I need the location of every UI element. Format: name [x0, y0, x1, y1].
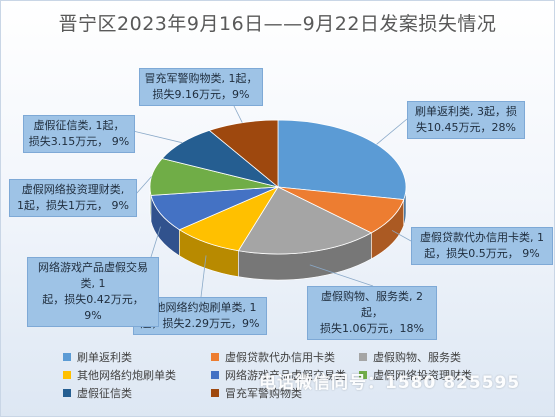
legend-item-junjing: 冒充军警购物类 — [211, 385, 302, 401]
callout-gouwu-line1: 虚假购物、服务类, 2起， — [321, 290, 423, 319]
callout-yuepao-line1: 其他网络约炮刷单类, 1 — [143, 301, 257, 314]
legend-swatch-gouwu — [359, 353, 367, 361]
legend-label-youxi: 网络游戏产品虚假交易类 — [225, 369, 346, 382]
callout-zhengxin-line1: 虚假征信类, 1起， — [33, 119, 125, 132]
legend-label-shuadan: 刷单返利类 — [77, 351, 132, 364]
legend-item-touzi: 虚假网络投资理财类 — [359, 367, 472, 383]
callout-daikuan: 虚假贷款代办信用卡类, 1 起，损失0.5万元， 9% — [411, 227, 553, 265]
leader-line-youxi — [150, 226, 161, 258]
callout-daikuan-line1: 虚假贷款代办信用卡类, 1 — [420, 231, 544, 244]
chart-title: 晋宁区2023年9月16日——9月22日发案损失情况 — [58, 13, 497, 35]
legend-item-daikuan: 虚假贷款代办信用卡类 — [211, 349, 335, 365]
callout-daikuan-line2: 起，损失0.5万元， 9% — [424, 247, 540, 260]
legend-item-gouwu: 虚假购物、服务类 — [359, 349, 461, 365]
legend-label-junjing: 冒充军警购物类 — [225, 387, 302, 400]
legend-label-yuepao: 其他网络约炮刷单类 — [77, 369, 176, 382]
legend-swatch-daikuan — [211, 353, 219, 361]
callout-leaders — [132, 103, 412, 298]
pie-3d — [149, 119, 407, 281]
legend-swatch-touzi — [359, 371, 367, 379]
legend-swatch-zhengxin — [63, 389, 71, 397]
legend-label-zhengxin: 虚假征信类 — [77, 387, 132, 400]
callout-touzi-line2: 1起，损失1万元， 9% — [17, 199, 129, 212]
legend-item-yuepao: 其他网络约炮刷单类 — [63, 367, 176, 383]
legend-label-gouwu: 虚假购物、服务类 — [373, 351, 461, 364]
leader-line-junjing — [232, 103, 243, 123]
legend-label-touzi: 虚假网络投资理财类 — [373, 369, 472, 382]
callout-yuepao-line2: 起，损失2.29万元，9% — [140, 317, 260, 330]
callout-junjing-line2: 损失9.16万元，9% — [152, 88, 250, 101]
legend-swatch-youxi — [211, 371, 219, 379]
callout-shuadan: 刷单返利类, 3起，损 失10.45万元，28% — [407, 101, 525, 139]
leader-line-yuepao — [200, 255, 207, 298]
legend-item-zhengxin: 虚假征信类 — [63, 385, 132, 401]
callout-shuadan-line2: 失10.45万元，28% — [416, 121, 516, 134]
leader-line-touzi — [135, 176, 152, 195]
callout-youxi: 网络游戏产品虚假交易类, 1 起，损失0.42万元， 9% — [27, 257, 159, 327]
callout-gouwu: 虚假购物、服务类, 2起， 损失1.06万元，18% — [307, 286, 437, 340]
leader-line-zhengxin — [132, 130, 183, 144]
leader-line-shuadan — [376, 118, 408, 145]
legend-item-shuadan: 刷单返利类 — [63, 349, 132, 365]
callout-gouwu-line2: 损失1.06万元，18% — [320, 322, 424, 335]
callout-youxi-line2: 起，损失0.42万元， 9% — [42, 293, 144, 322]
legend-label-daikuan: 虚假贷款代办信用卡类 — [225, 351, 335, 364]
callout-junjing-line1: 冒充军警购物类, 1起， — [144, 72, 258, 85]
callout-touzi-line1: 虚假网络投资理财类, — [21, 183, 125, 196]
callout-youxi-line1: 网络游戏产品虚假交易类, 1 — [38, 261, 148, 290]
legend-swatch-yuepao — [63, 371, 71, 379]
callout-zhengxin-line2: 损失3.15万元， 9% — [28, 135, 130, 148]
callout-touzi: 虚假网络投资理财类, 1起，损失1万元， 9% — [9, 179, 137, 217]
leader-line-daikuan — [391, 230, 412, 242]
legend-swatch-junjing — [211, 389, 219, 397]
pie-slice-gouwu — [237, 186, 373, 255]
callout-shuadan-line1: 刷单返利类, 3起，损 — [415, 105, 517, 118]
callout-zhengxin: 虚假征信类, 1起， 损失3.15万元， 9% — [23, 115, 135, 153]
callout-junjing: 冒充军警购物类, 1起， 损失9.16万元，9% — [139, 68, 263, 106]
leader-line-gouwu — [309, 264, 374, 287]
watermark-text: 电话微信同号：1580 825595 — [259, 373, 521, 393]
legend-item-youxi: 网络游戏产品虚假交易类 — [211, 367, 346, 383]
legend-swatch-shuadan — [63, 353, 71, 361]
